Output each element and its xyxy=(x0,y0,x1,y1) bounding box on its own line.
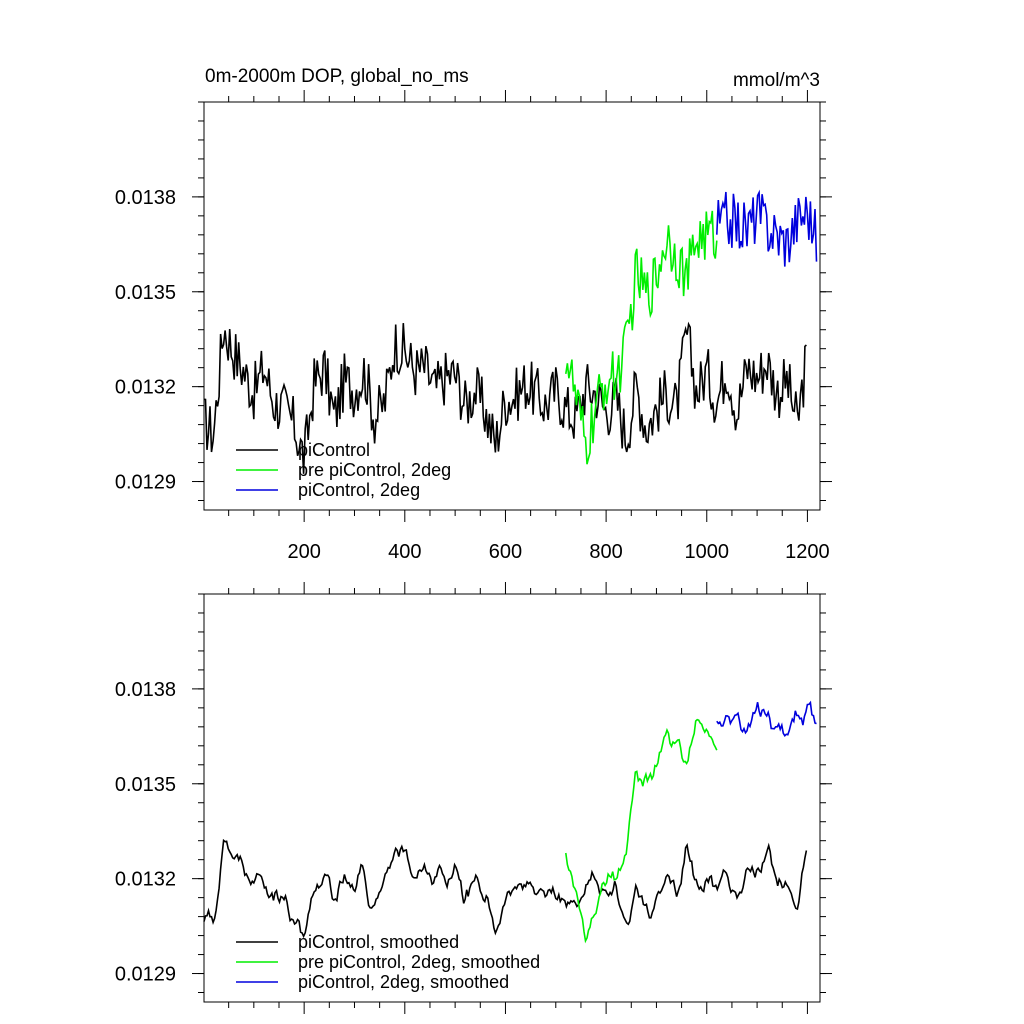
chart-title: 0m-2000m DOP, global_no_ms xyxy=(205,66,469,87)
y-tick-label: 0.0129 xyxy=(115,964,176,986)
x-tick-label: 400 xyxy=(388,541,421,563)
y-tick-label: 0.0135 xyxy=(115,774,176,796)
y-tick-label: 0.0135 xyxy=(115,282,176,304)
series-line xyxy=(565,210,718,465)
units-label: mmol/m^3 xyxy=(733,70,820,91)
legend-label: piControl, smoothed xyxy=(298,932,459,952)
legend-label: piControl xyxy=(298,440,370,460)
x-tick-label: 200 xyxy=(287,541,320,563)
x-tick-label: 800 xyxy=(589,541,622,563)
series-line xyxy=(565,718,718,944)
x-tick-label: 600 xyxy=(489,541,522,563)
plot-frame xyxy=(203,593,821,1003)
series-line xyxy=(203,321,807,474)
legend-label: pre piControl, 2deg xyxy=(298,460,451,480)
y-tick-label: 0.0132 xyxy=(115,377,176,399)
legend-label: piControl, 2deg, smoothed xyxy=(298,972,509,992)
legend-label: piControl, 2deg xyxy=(298,480,420,500)
plot-frame xyxy=(203,101,821,511)
bottom-panel: 0.0129 0.0132 0.0135 0.0138 piControl, smoot… xyxy=(115,582,832,1014)
legend-label: pre piControl, 2deg, smoothed xyxy=(298,952,540,972)
y-tick-label: 0.0132 xyxy=(115,869,176,891)
y-tick-label: 0.0138 xyxy=(115,187,176,209)
series-line xyxy=(203,838,808,939)
y-tick-label: 0.0138 xyxy=(115,679,176,701)
series-line xyxy=(716,189,818,267)
top-panel: 0.0129 0.0132 0.0135 0.0138 200 400 600 800 1000… xyxy=(115,90,832,563)
x-tick-label: 1200 xyxy=(785,541,830,563)
series-line xyxy=(716,700,817,737)
y-tick-label: 0.0129 xyxy=(115,472,176,494)
x-tick-label: 1000 xyxy=(685,541,730,563)
